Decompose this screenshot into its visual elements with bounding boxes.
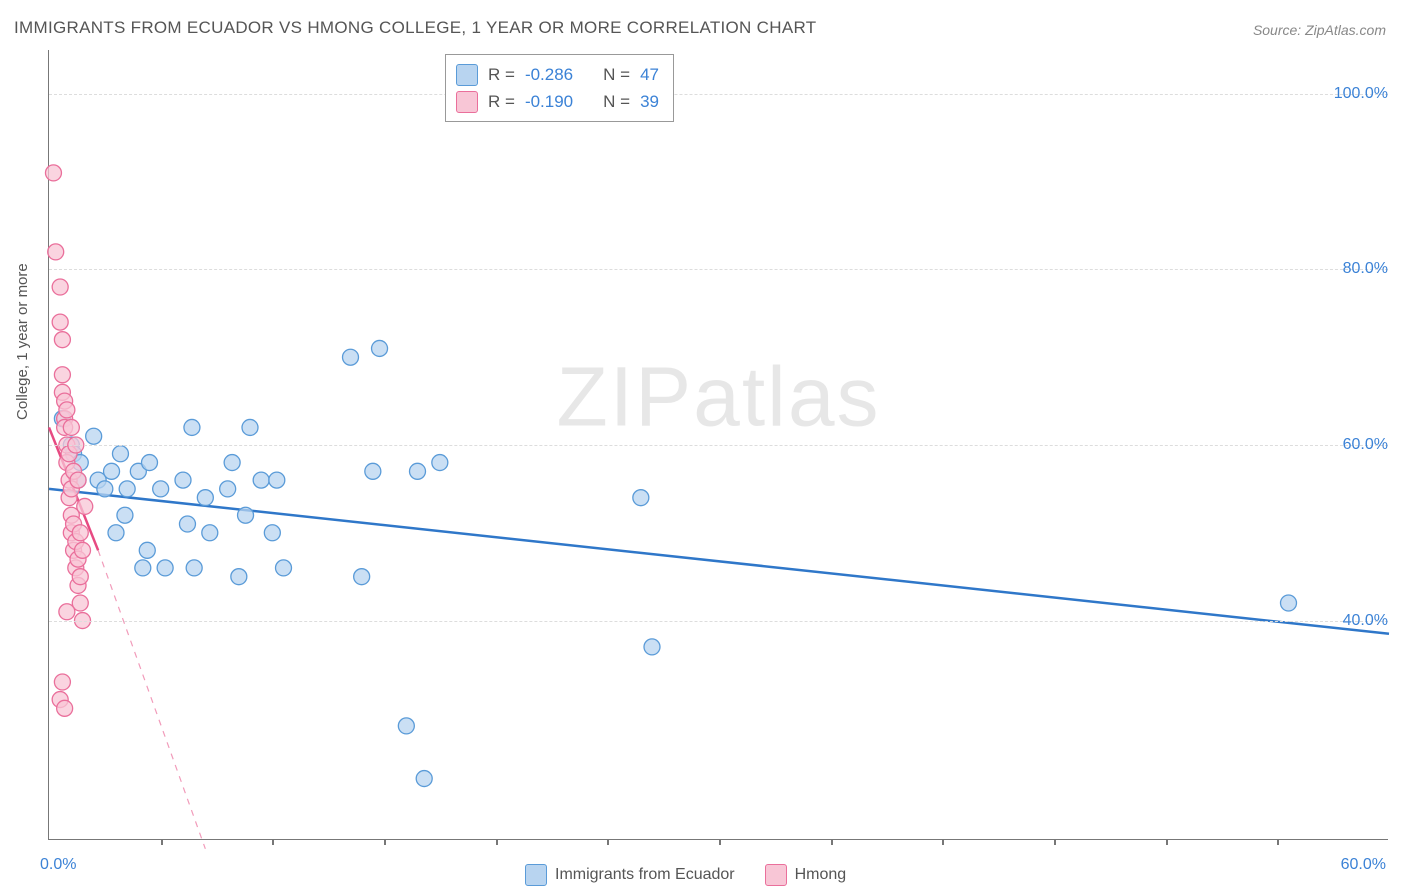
scatter-point	[135, 560, 151, 576]
scatter-point	[175, 472, 191, 488]
scatter-point	[238, 507, 254, 523]
x-minor-tick	[719, 839, 721, 845]
y-tick-label: 40.0%	[1343, 612, 1388, 630]
scatter-point	[432, 455, 448, 471]
scatter-point	[63, 419, 79, 435]
scatter-point	[179, 516, 195, 532]
scatter-point	[59, 604, 75, 620]
scatter-point	[220, 481, 236, 497]
chart-title: IMMIGRANTS FROM ECUADOR VS HMONG COLLEGE…	[14, 18, 816, 38]
scatter-point	[365, 463, 381, 479]
legend-item-1: Immigrants from Ecuador	[525, 864, 735, 886]
scatter-point	[70, 472, 86, 488]
stats-row-2: R = -0.190 N = 39	[456, 88, 659, 115]
x-minor-tick	[942, 839, 944, 845]
scatter-point	[72, 569, 88, 585]
scatter-point	[157, 560, 173, 576]
scatter-point	[119, 481, 135, 497]
legend-label-2: Hmong	[795, 866, 847, 884]
x-minor-tick	[272, 839, 274, 845]
stats-row-1: R = -0.286 N = 47	[456, 61, 659, 88]
scatter-point	[59, 402, 75, 418]
scatter-point	[104, 463, 120, 479]
y-tick-label: 80.0%	[1343, 260, 1388, 278]
x-minor-tick	[1277, 839, 1279, 845]
scatter-point	[343, 349, 359, 365]
scatter-point	[184, 419, 200, 435]
scatter-point	[77, 498, 93, 514]
legend-item-2: Hmong	[765, 864, 847, 886]
n-value-1: 47	[640, 61, 659, 88]
scatter-point	[108, 525, 124, 541]
scatter-point	[48, 244, 64, 260]
bottom-legend: Immigrants from Ecuador Hmong	[525, 864, 846, 886]
y-axis-label: College, 1 year or more	[14, 263, 31, 420]
scatter-point	[276, 560, 292, 576]
x-minor-tick	[831, 839, 833, 845]
scatter-point	[57, 700, 73, 716]
x-minor-tick	[607, 839, 609, 845]
scatter-point	[1281, 595, 1297, 611]
scatter-point	[186, 560, 202, 576]
scatter-point	[253, 472, 269, 488]
trend-line-extend	[98, 550, 205, 848]
scatter-point	[72, 525, 88, 541]
scatter-point	[54, 674, 70, 690]
scatter-point	[112, 446, 128, 462]
scatter-point	[410, 463, 426, 479]
scatter-point	[52, 279, 68, 295]
scatter-point	[224, 455, 240, 471]
scatter-point	[54, 367, 70, 383]
y-tick-label: 60.0%	[1343, 436, 1388, 454]
scatter-point	[644, 639, 660, 655]
scatter-point	[269, 472, 285, 488]
legend-swatch-1	[525, 864, 547, 886]
x-minor-tick	[161, 839, 163, 845]
x-tick-label: 0.0%	[40, 856, 76, 874]
scatter-point	[242, 419, 258, 435]
scatter-point	[197, 490, 213, 506]
legend-swatch-2	[765, 864, 787, 886]
scatter-point	[54, 332, 70, 348]
scatter-point	[231, 569, 247, 585]
scatter-point	[202, 525, 218, 541]
x-tick-label: 60.0%	[1341, 856, 1386, 874]
scatter-point	[117, 507, 133, 523]
scatter-point	[52, 314, 68, 330]
scatter-point	[45, 165, 61, 181]
scatter-point	[416, 771, 432, 787]
scatter-point	[75, 542, 91, 558]
scatter-point	[354, 569, 370, 585]
r-value-2: -0.190	[525, 88, 573, 115]
x-minor-tick	[496, 839, 498, 845]
scatter-point	[97, 481, 113, 497]
x-minor-tick	[1166, 839, 1168, 845]
scatter-point	[86, 428, 102, 444]
x-minor-tick	[384, 839, 386, 845]
scatter-point	[142, 455, 158, 471]
source-label: Source: ZipAtlas.com	[1253, 22, 1386, 38]
scatter-point	[633, 490, 649, 506]
scatter-point	[398, 718, 414, 734]
r-value-1: -0.286	[525, 61, 573, 88]
stats-legend: R = -0.286 N = 47 R = -0.190 N = 39	[445, 54, 674, 122]
scatter-point	[372, 340, 388, 356]
swatch-series-2	[456, 91, 478, 113]
swatch-series-1	[456, 64, 478, 86]
x-minor-tick	[1054, 839, 1056, 845]
y-tick-label: 100.0%	[1334, 85, 1388, 103]
scatter-point	[139, 542, 155, 558]
n-value-2: 39	[640, 88, 659, 115]
legend-label-1: Immigrants from Ecuador	[555, 866, 735, 884]
plot-area: ZIPatlas	[48, 50, 1388, 840]
